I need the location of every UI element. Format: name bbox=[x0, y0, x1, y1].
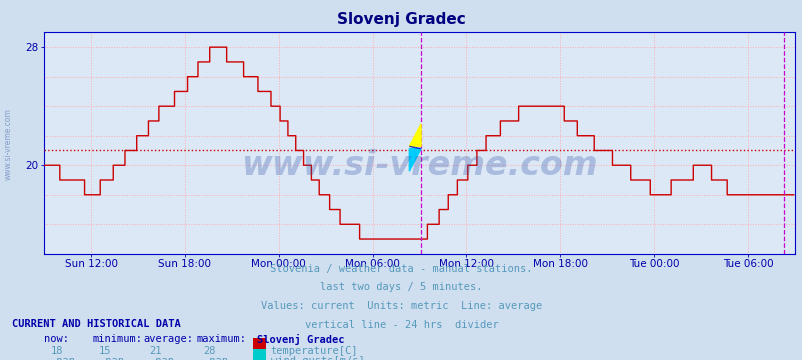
Text: Slovenj Gradec: Slovenj Gradec bbox=[337, 12, 465, 27]
Polygon shape bbox=[409, 149, 420, 171]
Text: 28: 28 bbox=[203, 346, 216, 356]
Text: Values: current  Units: metric  Line: average: Values: current Units: metric Line: aver… bbox=[261, 301, 541, 311]
Text: last two days / 5 minutes.: last two days / 5 minutes. bbox=[320, 282, 482, 292]
Text: CURRENT AND HISTORICAL DATA: CURRENT AND HISTORICAL DATA bbox=[12, 319, 180, 329]
Text: -nan: -nan bbox=[99, 356, 124, 360]
Polygon shape bbox=[409, 124, 420, 147]
Text: Slovenj Gradec: Slovenj Gradec bbox=[257, 334, 344, 345]
Text: temperature[C]: temperature[C] bbox=[270, 346, 358, 356]
Text: Slovenia / weather data - manual stations.: Slovenia / weather data - manual station… bbox=[270, 264, 532, 274]
Polygon shape bbox=[409, 147, 420, 149]
Text: 21: 21 bbox=[149, 346, 162, 356]
Text: average:: average: bbox=[143, 334, 192, 344]
Text: -nan: -nan bbox=[203, 356, 228, 360]
Text: -nan: -nan bbox=[51, 356, 75, 360]
Text: 15: 15 bbox=[99, 346, 111, 356]
Text: minimum:: minimum: bbox=[92, 334, 142, 344]
Text: now:: now: bbox=[44, 334, 69, 344]
Text: -nan: -nan bbox=[149, 356, 174, 360]
Text: 18: 18 bbox=[51, 346, 63, 356]
Text: www.si-vreme.com: www.si-vreme.com bbox=[241, 149, 597, 182]
Text: wind gusts[m/s]: wind gusts[m/s] bbox=[270, 356, 364, 360]
Text: www.si-vreme.com: www.si-vreme.com bbox=[3, 108, 13, 180]
Text: vertical line - 24 hrs  divider: vertical line - 24 hrs divider bbox=[304, 320, 498, 330]
Text: maximum:: maximum: bbox=[196, 334, 246, 344]
